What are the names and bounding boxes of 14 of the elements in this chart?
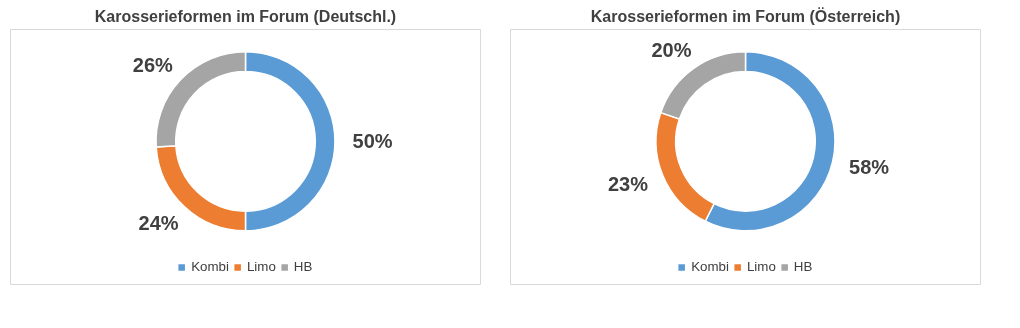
- legend-label: Limo: [246, 259, 276, 274]
- data-label: 58%: [849, 156, 890, 179]
- data-label: 20%: [651, 39, 692, 62]
- chart-title: Karosserieformen im Forum (Deutschl.): [94, 7, 397, 25]
- data-label: 23%: [607, 172, 649, 195]
- data-label: 26%: [132, 53, 174, 76]
- legend-label: Limo: [746, 259, 776, 274]
- legend-label: HB: [793, 259, 814, 274]
- data-label: 24%: [138, 211, 179, 234]
- legend-label: Kombi: [691, 259, 729, 274]
- legend-label: Kombi: [191, 259, 229, 274]
- chart-title: Karosserieformen im Forum (Österreich): [590, 6, 901, 25]
- data-label: 50%: [352, 130, 393, 153]
- legend-label: HB: [293, 259, 314, 274]
